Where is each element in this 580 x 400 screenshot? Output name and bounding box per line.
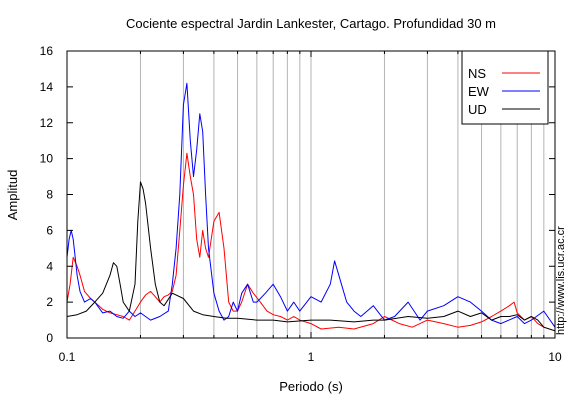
legend: NS EW UD [461,50,549,125]
chart-title: Cociente espectral Jardin Lankester, Car… [126,16,496,31]
x-tick-label: 1 [308,350,315,364]
legend-box [461,50,549,125]
y-axis-ticks: 0 2 4 6 8 10 12 14 16 [40,44,555,345]
y-tick-label: 6 [46,223,53,237]
series-line-ns [66,152,556,332]
y-tick-label: 0 [46,331,53,345]
series-layer [66,82,556,332]
y-tick-label: 4 [46,259,53,273]
vertical-grid [66,51,556,338]
legend-label-ud: UD [468,102,487,117]
y-tick-label: 8 [46,188,53,202]
y-tick-label: 14 [40,80,54,94]
x-tick-label: 10 [548,350,562,364]
y-tick-label: 2 [46,295,53,309]
x-axis-ticks: 0.1 1 10 [59,51,562,364]
y-axis-label: Amplitud [5,170,20,221]
x-axis-label: Periodo (s) [279,379,343,394]
legend-label-ew: EW [468,84,490,99]
x-tick-label: 0.1 [59,350,76,364]
y-tick-label: 16 [40,44,54,58]
website-url: http://www.lis.ucr.ac.cr [555,226,567,335]
y-tick-label: 10 [40,152,54,166]
legend-label-ns: NS [468,66,486,81]
y-tick-label: 12 [40,116,54,130]
series-line-ew [66,82,556,328]
series-line-ud [66,181,556,332]
